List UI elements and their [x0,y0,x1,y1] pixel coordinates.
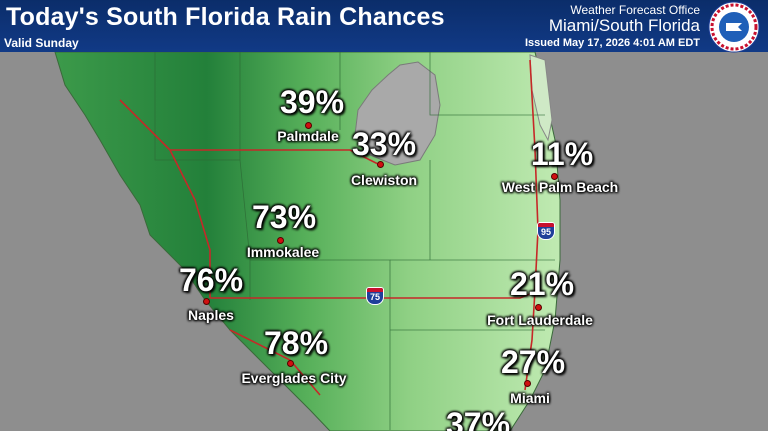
city-fort-lauderdale: Fort Lauderdale [487,312,593,328]
county-lines [154,52,555,430]
office-name: Miami/South Florida [548,16,700,35]
city-miami: Miami [510,390,550,406]
header-bar: Today's South Florida Rain Chances Valid… [0,0,768,53]
dot-palmdale [304,121,312,129]
map-title: Today's South Florida Rain Chances [6,3,445,31]
valid-day: Valid Sunday [4,36,79,50]
city-everglades-city: Everglades City [241,370,347,386]
land-mass [54,51,561,431]
city-palmdale: Palmdale [277,128,339,144]
dot-clewiston [376,160,384,168]
chance-keys-partial: 37% [445,406,511,431]
chance-clewiston: 33% [351,126,417,162]
chance-west-palm-beach: 11% [530,136,594,172]
dot-west-palm-beach [550,172,558,180]
chance-immokalee: 73% [251,199,317,235]
lake-okeechobee [354,61,441,166]
dot-everglades-city [286,359,294,367]
issued-time: Issued May 17, 2026 4:01 AM EDT [524,37,700,49]
i95-shield-icon: 95 [537,222,555,240]
dot-naples [202,297,210,305]
dot-fort-lauderdale [534,303,542,311]
nws-logo-icon [708,1,760,53]
chance-everglades-city: 78% [263,325,329,361]
chance-naples: 76% [178,262,244,298]
chance-fort-lauderdale: 21% [509,266,575,302]
city-clewiston: Clewiston [350,172,418,188]
office-label: Weather Forecast Office [570,3,700,17]
dot-miami [523,379,531,387]
i75-shield-icon: 75 [366,287,384,305]
city-west-palm-beach: West Palm Beach [501,179,619,195]
chance-palmdale: 39% [279,84,345,120]
city-immokalee: Immokalee [246,244,320,260]
dot-immokalee [276,236,284,244]
city-naples: Naples [188,307,234,323]
chance-miami: 27% [500,344,566,380]
